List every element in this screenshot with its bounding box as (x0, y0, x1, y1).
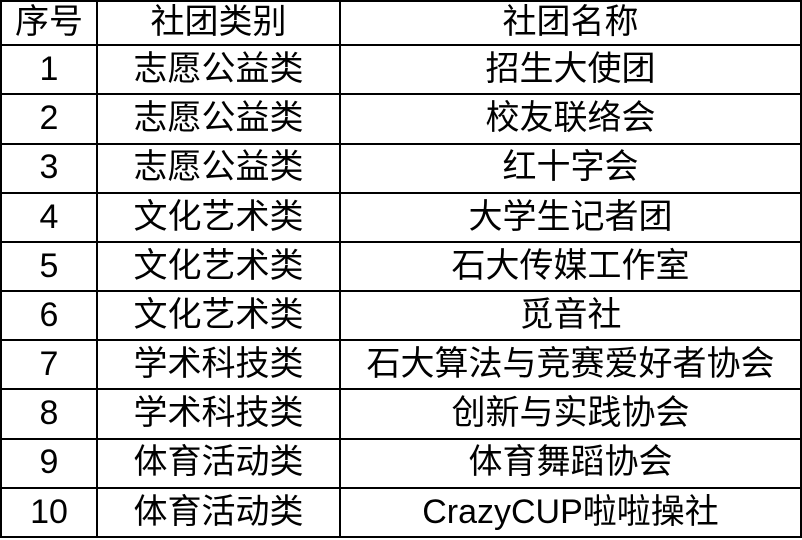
cell-index: 2 (0, 93, 98, 145)
cell-name: 觅音社 (339, 290, 802, 342)
table-row: 1 志愿公益类 招生大使团 (0, 44, 802, 96)
cell-index: 4 (0, 191, 98, 243)
table-row: 5 文化艺术类 石大传媒工作室 (0, 240, 802, 293)
cell-index: 1 (0, 44, 98, 96)
cell-index: 9 (0, 437, 98, 489)
cell-category: 文化艺术类 (96, 191, 341, 243)
table-row: 9 体育活动类 体育舞蹈协会 (0, 437, 802, 489)
cell-category: 文化艺术类 (96, 290, 341, 342)
table-row: 2 志愿公益类 校友联络会 (0, 93, 802, 145)
cell-category: 志愿公益类 (96, 93, 341, 145)
table-row: 6 文化艺术类 觅音社 (0, 290, 802, 342)
cell-name: 招生大使团 (339, 44, 802, 96)
cell-category: 体育活动类 (96, 486, 341, 539)
cell-category: 志愿公益类 (96, 44, 341, 96)
cell-index: 7 (0, 339, 98, 391)
cell-name: 校友联络会 (339, 93, 802, 145)
cell-index: 8 (0, 388, 98, 440)
cell-name: 体育舞蹈协会 (339, 437, 802, 489)
cell-index: 3 (0, 142, 98, 194)
table-row: 8 学术科技类 创新与实践协会 (0, 388, 802, 440)
cell-category: 学术科技类 (96, 388, 341, 440)
cell-category: 学术科技类 (96, 339, 341, 391)
header-cell-category: 社团类别 (96, 0, 341, 47)
table-row: 7 学术科技类 石大算法与竞赛爱好者协会 (0, 339, 802, 391)
cell-index: 6 (0, 290, 98, 342)
cell-category: 体育活动类 (96, 437, 341, 489)
header-cell-index: 序号 (0, 0, 98, 47)
cell-name: 创新与实践协会 (339, 388, 802, 440)
table-header-row: 序号 社团类别 社团名称 (0, 0, 802, 47)
header-cell-name: 社团名称 (339, 0, 802, 47)
cell-name: 石大算法与竞赛爱好者协会 (339, 339, 802, 391)
table-row: 10 体育活动类 CrazyCUP啦啦操社 (0, 486, 802, 539)
cell-category: 文化艺术类 (96, 240, 341, 293)
cell-category: 志愿公益类 (96, 142, 341, 194)
cell-name: CrazyCUP啦啦操社 (339, 486, 802, 539)
cell-name: 大学生记者团 (339, 191, 802, 243)
cell-index: 5 (0, 240, 98, 293)
table-row: 3 志愿公益类 红十字会 (0, 142, 802, 194)
cell-name: 石大传媒工作室 (339, 240, 802, 293)
cell-name: 红十字会 (339, 142, 802, 194)
cell-index: 10 (0, 486, 98, 539)
table-row: 4 文化艺术类 大学生记者团 (0, 191, 802, 243)
